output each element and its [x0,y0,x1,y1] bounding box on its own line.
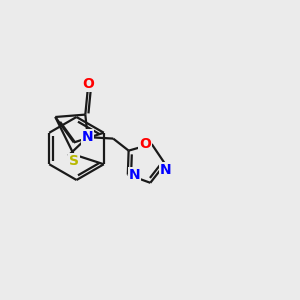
Text: N: N [82,130,94,144]
Text: O: O [82,77,94,91]
Text: O: O [139,137,151,151]
Text: S: S [69,154,79,168]
Text: N: N [159,163,171,177]
Text: N: N [129,168,140,182]
